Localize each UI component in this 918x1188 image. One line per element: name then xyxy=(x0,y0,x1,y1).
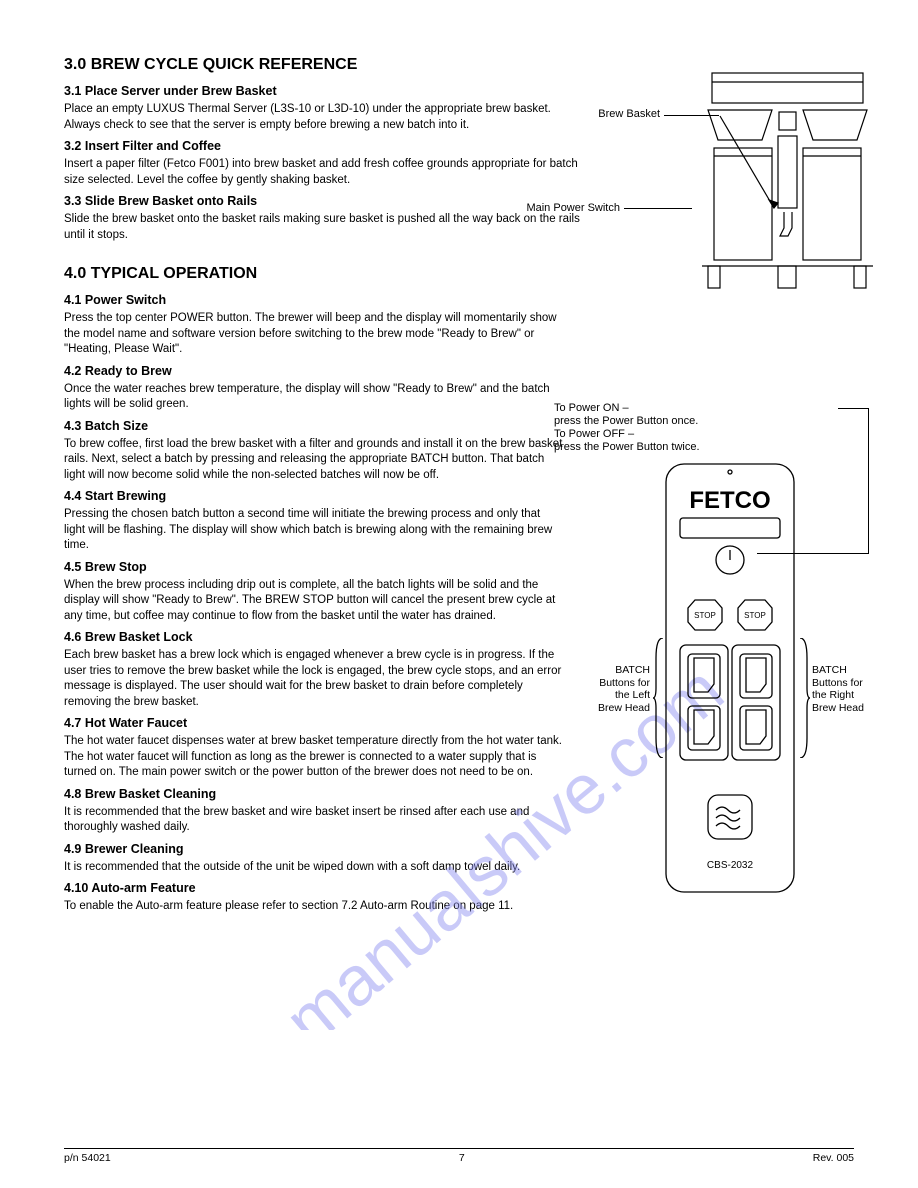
section-3-title: 3.0 BREW CYCLE QUICK REFERENCE xyxy=(64,56,584,74)
page-footer: p/n 54021 7 Rev. 005 xyxy=(64,1148,854,1164)
label-power-on-2: press the Power Button once. xyxy=(554,415,834,427)
sub-42-body: Once the water reaches brew temperature,… xyxy=(64,382,564,413)
sub-45-body: When the brew process including drip out… xyxy=(64,578,564,625)
stop-left-text: STOP xyxy=(694,611,716,620)
label-main-power: Main Power Switch xyxy=(486,202,620,214)
sub-47-body: The hot water faucet dispenses water at … xyxy=(64,734,564,781)
label-batch-right: BATCH Buttons for the Right Brew Head xyxy=(812,664,884,714)
footer-left: p/n 54021 xyxy=(64,1152,111,1164)
label-power-on-1: To Power ON – xyxy=(554,402,834,414)
model-text: CBS-2032 xyxy=(707,860,754,871)
leader-main-power xyxy=(624,208,692,209)
sub-43-body: To brew coffee, first load the brew bask… xyxy=(64,437,564,484)
sub-41-title: 4.1 Power Switch xyxy=(64,293,564,307)
sub-41-body: Press the top center POWER button. The b… xyxy=(64,311,564,358)
sub-48-title: 4.8 Brew Basket Cleaning xyxy=(64,787,564,801)
diagram-control-panel: FETCO STOP STOP xyxy=(660,460,800,900)
sub-33-body: Slide the brew basket onto the basket ra… xyxy=(64,212,584,243)
sub-44-body: Pressing the chosen batch button a secon… xyxy=(64,507,564,554)
sub-31-title: 3.1 Place Server under Brew Basket xyxy=(64,84,584,98)
sub-410-body: To enable the Auto-arm feature please re… xyxy=(64,899,564,915)
sub-32-body: Insert a paper filter (Fetco F001) into … xyxy=(64,157,584,188)
brand-text: FETCO xyxy=(689,487,770,514)
section-4-title: 4.0 TYPICAL OPERATION xyxy=(64,265,564,283)
sub-48-body: It is recommended that the brew basket a… xyxy=(64,805,564,836)
sub-31-body: Place an empty LUXUS Thermal Server (L3S… xyxy=(64,102,584,133)
footer-center: 7 xyxy=(459,1152,465,1164)
sub-46-body: Each brew basket has a brew lock which i… xyxy=(64,648,564,710)
label-brew-basket: Brew Basket xyxy=(552,108,660,120)
sub-49-title: 4.9 Brewer Cleaning xyxy=(64,842,564,856)
label-power-off-2: press the Power Button twice. xyxy=(554,441,834,453)
footer-rule xyxy=(64,1148,854,1149)
sub-32-title: 3.2 Insert Filter and Coffee xyxy=(64,139,584,153)
diagram-coffee-machine xyxy=(700,70,875,300)
footer-right: Rev. 005 xyxy=(813,1152,854,1164)
leader-power-v xyxy=(868,408,869,553)
stop-right-text: STOP xyxy=(744,611,766,620)
sub-43-title: 4.3 Batch Size xyxy=(64,419,564,433)
brace-right xyxy=(800,638,810,758)
label-power: To Power ON – press the Power Button onc… xyxy=(554,402,834,454)
sub-410-title: 4.10 Auto-arm Feature xyxy=(64,881,564,895)
sub-44-title: 4.4 Start Brewing xyxy=(64,489,564,503)
sub-46-title: 4.6 Brew Basket Lock xyxy=(64,630,564,644)
sub-45-title: 4.5 Brew Stop xyxy=(64,560,564,574)
label-power-off-1: To Power OFF – xyxy=(554,428,834,440)
label-batch-left: BATCH Buttons for the Left Brew Head xyxy=(582,664,650,714)
sub-49-body: It is recommended that the outside of th… xyxy=(64,860,564,876)
leader-power-h1 xyxy=(838,408,868,409)
sub-47-title: 4.7 Hot Water Faucet xyxy=(64,716,564,730)
sub-42-title: 4.2 Ready to Brew xyxy=(64,364,564,378)
